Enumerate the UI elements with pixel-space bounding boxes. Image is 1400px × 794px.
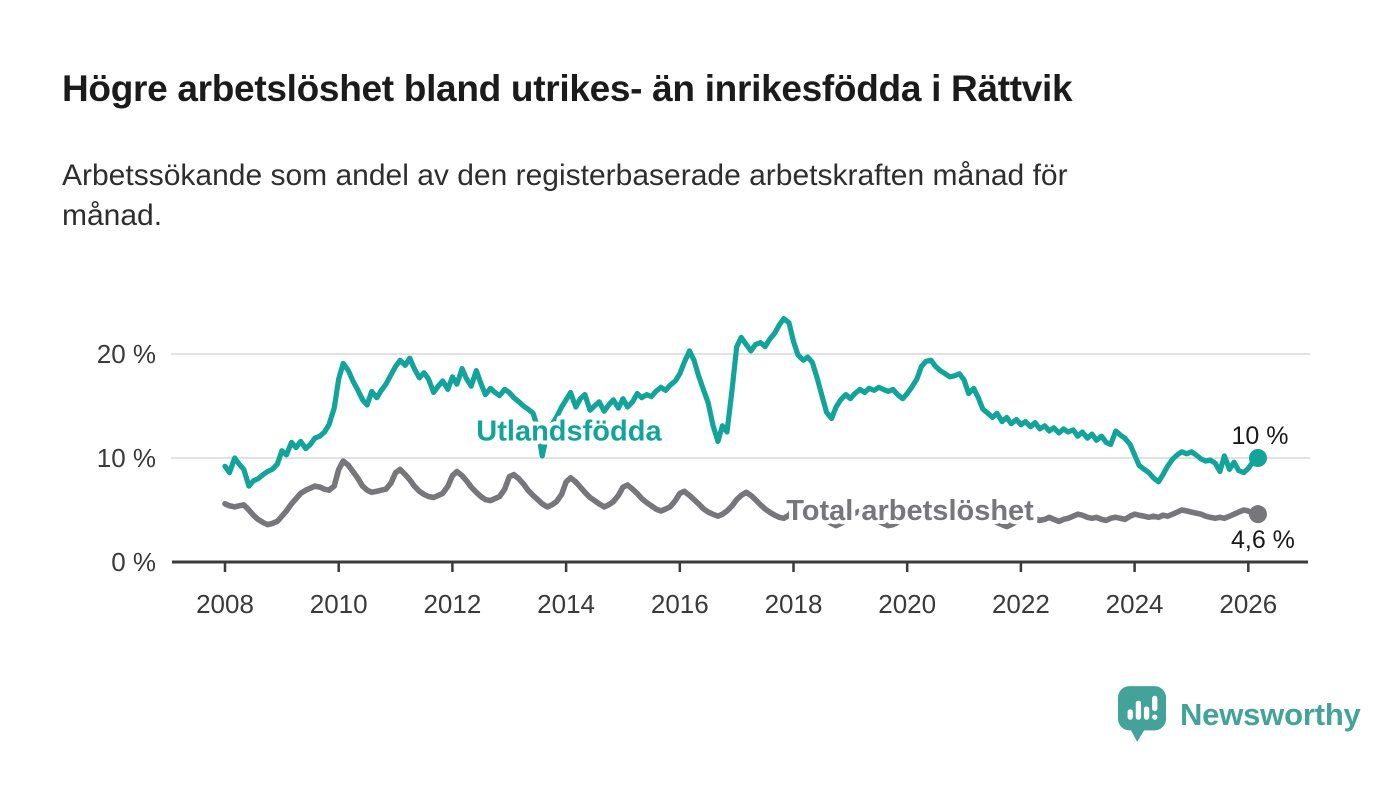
series-line-total-arbetsl-shet [222,458,1261,530]
x-axis-tick-label: 2020 [878,589,936,619]
series-line-utlandsf-dda [222,316,1261,489]
newsworthy-logo-icon [1117,686,1167,742]
x-axis-tick-label: 2008 [196,589,254,619]
y-axis-tick-label: 10 % [97,443,156,473]
x-axis-tick-label: 2016 [651,589,709,619]
subtitle-line: månad. [62,199,163,232]
y-axis-tick-label: 0 % [111,547,156,577]
series-label-utlandsf-dda: Utlandsfödda [476,415,662,447]
series-end-value-total-arbetsl-shet: 4,6 % [1231,526,1295,554]
x-axis-tick-label: 2014 [537,589,595,619]
page-title: Högre arbetslöshet bland utrikes- än inr… [62,68,1073,109]
x-axis-tick-label: 2024 [1106,589,1164,619]
logo-exclamation-bar [1152,695,1158,712]
logo-bar-1 [1127,709,1133,720]
x-axis-tick-label: 2012 [423,589,481,619]
logo-exclamation-dot [1152,714,1158,720]
x-axis-tick-label: 2010 [310,589,368,619]
brand-name: Newsworthy [1180,697,1361,732]
series-end-dot-total-arbetsl-shet [1248,505,1267,524]
logo-bar-2 [1135,700,1142,720]
x-axis-tick-label: 2018 [765,589,823,619]
series-end-dot-utlandsf-dda [1248,449,1267,467]
logo-bar-3 [1143,706,1150,720]
series-end-value-utlandsf-dda: 10 % [1231,422,1288,450]
newsworthy-logo: Newsworthy [1117,685,1361,745]
x-axis-tick-label: 2022 [992,589,1050,619]
logo-bubble [1117,686,1167,731]
logo-bubble-tail [1129,727,1146,742]
subtitle: Arbetssökande som andel av den registerb… [62,156,1068,236]
y-axis-tick-label: 20 % [97,339,156,369]
series-label-total-arbetsl-shet: Total arbetslöshet [786,495,1034,527]
x-axis-tick-label: 2026 [1219,589,1277,619]
subtitle-line: Arbetssökande som andel av den registerb… [62,159,1068,192]
